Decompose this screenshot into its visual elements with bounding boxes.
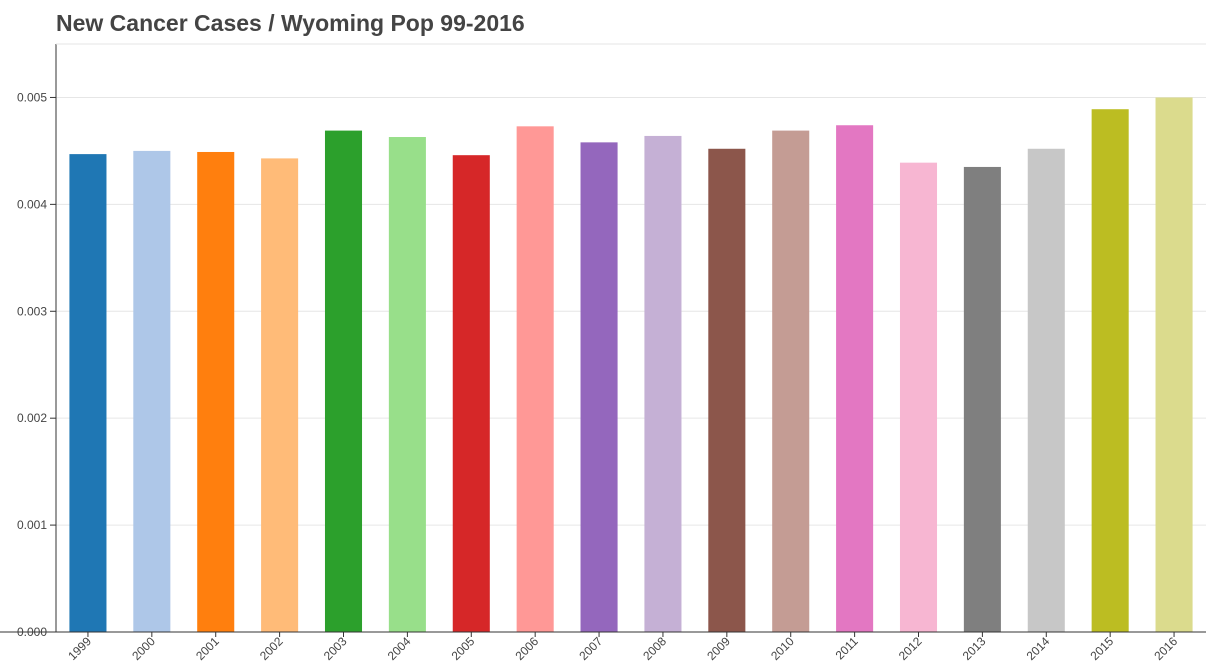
x-tick-label: 2001 — [193, 634, 222, 663]
x-tick-label: 2007 — [576, 634, 605, 663]
x-tick-label: 2006 — [513, 634, 542, 663]
x-tick-label: 1999 — [65, 634, 94, 663]
x-tick-label: 2008 — [640, 634, 669, 663]
bar-2003[interactable] — [324, 130, 363, 632]
bar-2015[interactable] — [1091, 109, 1129, 633]
y-tick-label: 0.000 — [17, 625, 47, 639]
bar-2007[interactable] — [580, 142, 618, 632]
y-tick-label: 0.003 — [17, 304, 47, 318]
x-tick-label: 2003 — [321, 634, 350, 663]
x-tick-label: 2000 — [129, 634, 158, 663]
bar-2001[interactable] — [197, 151, 235, 632]
bar-2014[interactable] — [1027, 148, 1065, 632]
x-tick-label: 2010 — [768, 634, 797, 663]
chart-title: New Cancer Cases / Wyoming Pop 99-2016 — [56, 10, 525, 36]
x-axis-ticks: 1999 2000 2001 2002 2003 2004 2005 2006 2007 2008… — [65, 632, 1180, 663]
x-tick-label: 2011 — [833, 634, 861, 662]
x-tick-label: 2013 — [960, 634, 989, 663]
bar-2008[interactable] — [644, 135, 682, 632]
bar-2011[interactable] — [836, 125, 874, 632]
bar-2002[interactable] — [261, 158, 299, 632]
bars — [69, 97, 1193, 633]
y-tick-label: 0.002 — [17, 411, 47, 425]
x-tick-label: 2009 — [704, 634, 733, 663]
x-tick-label: 2015 — [1088, 634, 1117, 663]
x-tick-label: 2016 — [1151, 634, 1180, 663]
bar-2009[interactable] — [708, 148, 746, 632]
y-tick-label: 0.001 — [17, 518, 47, 532]
bar-2016[interactable] — [1155, 97, 1193, 633]
bar-2006[interactable] — [516, 126, 554, 632]
y-tick-label: 0.005 — [17, 90, 47, 104]
x-tick-label: 2014 — [1024, 634, 1053, 663]
x-tick-label: 2004 — [385, 634, 414, 663]
axes — [0, 43, 1206, 633]
bar-2005[interactable] — [452, 155, 490, 632]
gridlines — [56, 96, 1206, 526]
bar-2004[interactable] — [388, 137, 426, 632]
bar-2000[interactable] — [133, 150, 171, 632]
x-tick-label: 2005 — [449, 634, 478, 663]
bar-1999[interactable] — [69, 154, 107, 632]
y-axis-ticks: 0.000 0.001 0.002 0.003 0.004 0.005 — [17, 90, 56, 639]
bar-2013[interactable] — [963, 166, 1001, 633]
x-tick-label: 2002 — [257, 634, 286, 663]
x-tick-label: 2012 — [896, 634, 925, 663]
y-tick-label: 0.004 — [17, 197, 47, 211]
bar-2010[interactable] — [772, 130, 810, 632]
bar-2012[interactable] — [899, 162, 938, 632]
